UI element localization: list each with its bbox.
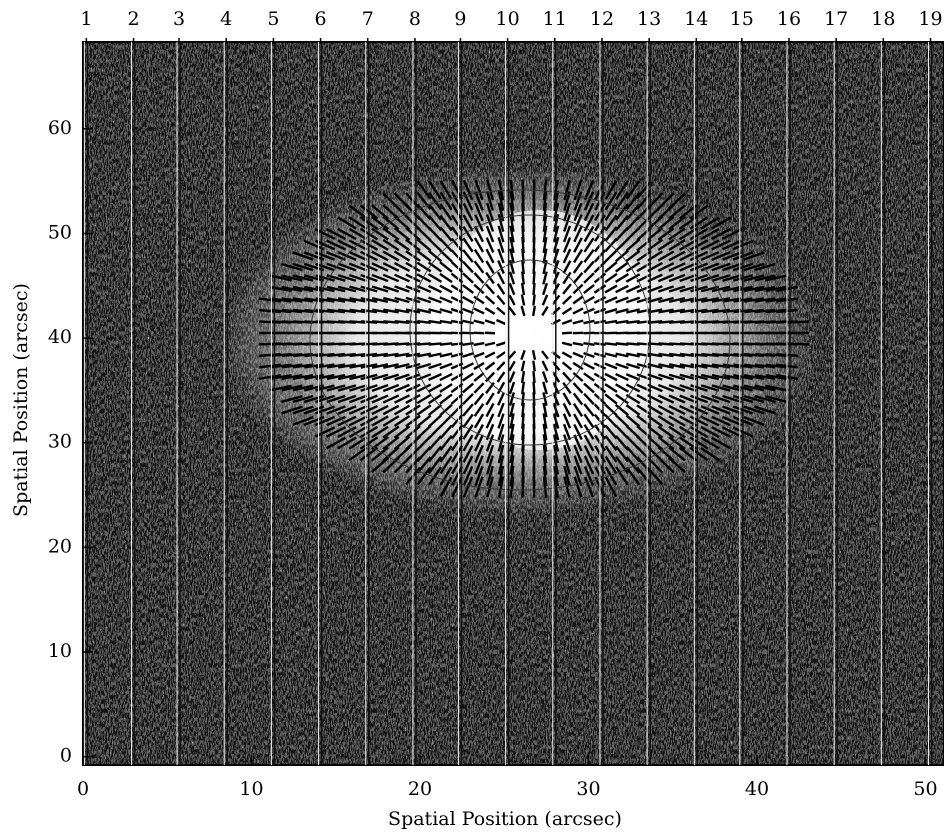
y-tick-label: 10 — [48, 640, 72, 662]
slit-label: 14 — [684, 8, 708, 30]
vector — [534, 476, 535, 497]
slit-label: 13 — [637, 8, 661, 30]
slit-label: 15 — [730, 8, 754, 30]
y-tick-label: 50 — [48, 221, 72, 243]
vector — [533, 371, 534, 383]
y-axis-title: Spatial Position (arcsec) — [10, 283, 32, 517]
slit-label: 6 — [315, 8, 327, 30]
slit-label: 5 — [267, 8, 279, 30]
slit-label: 17 — [824, 8, 848, 30]
vector — [533, 306, 535, 316]
slit-label: 7 — [362, 8, 374, 30]
x-tick-label: 50 — [913, 778, 937, 800]
slit-label: 3 — [173, 8, 185, 30]
y-tick-label: 60 — [48, 117, 72, 139]
x-axis-title: Spatial Position (arcsec) — [388, 808, 622, 830]
vector — [522, 272, 524, 285]
vector — [533, 361, 534, 372]
x-tick-label: 30 — [576, 778, 600, 800]
vector — [562, 333, 572, 334]
slit-label: 2 — [128, 8, 140, 30]
slit-label: 1 — [80, 8, 92, 30]
slit-label: 8 — [409, 8, 421, 30]
x-tick-label: 10 — [239, 778, 263, 800]
vector — [523, 476, 524, 497]
slit-label: 18 — [871, 8, 895, 30]
y-tick-label: 40 — [48, 326, 72, 348]
page: {"chart_data": {"type": "image", "xlabel… — [0, 0, 944, 836]
vector — [534, 272, 535, 285]
vector — [533, 283, 534, 295]
y-tick-label: 30 — [48, 431, 72, 453]
slit-label: 19 — [918, 8, 942, 30]
chart: Spatial Position (arcsec) Spatial Positi… — [0, 0, 944, 836]
slit-label: 9 — [454, 8, 466, 30]
vector — [462, 343, 473, 345]
x-tick-label: 20 — [408, 778, 432, 800]
vector — [605, 343, 617, 344]
slit-label: 12 — [590, 8, 614, 30]
x-tick-label: 40 — [745, 778, 769, 800]
vector — [429, 343, 442, 344]
vector — [485, 333, 495, 334]
x-tick-label: 0 — [77, 778, 89, 800]
slit-label: 11 — [543, 8, 567, 30]
slit-label: 16 — [777, 8, 801, 30]
vector — [440, 343, 452, 344]
vector — [533, 295, 534, 306]
y-tick-label: 20 — [48, 535, 72, 557]
image-area — [83, 42, 944, 765]
slit-label: 4 — [220, 8, 232, 30]
y-tick-label: 0 — [60, 745, 72, 767]
slit-label: 10 — [496, 8, 520, 30]
